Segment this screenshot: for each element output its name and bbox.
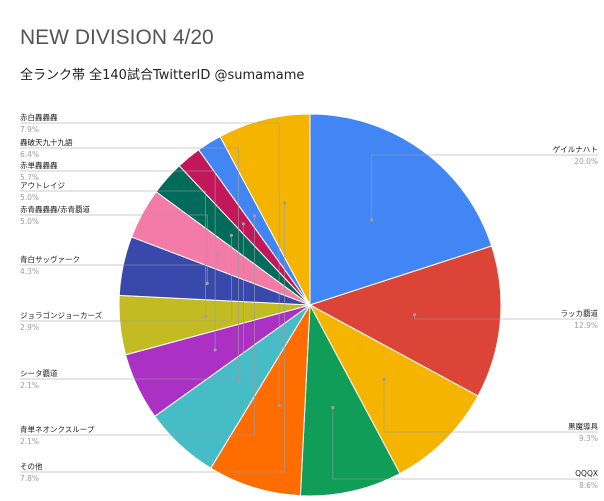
slice-percent-label: 6.4% bbox=[20, 150, 39, 159]
leader-dot bbox=[413, 313, 417, 317]
leader-dot bbox=[382, 377, 386, 382]
slice-percent-label: 9.3% bbox=[579, 434, 598, 443]
leader-dot bbox=[203, 314, 208, 318]
pie-slices bbox=[118, 113, 502, 497]
slice-label: 青白サッヴァーク bbox=[20, 254, 80, 264]
leader-line bbox=[20, 147, 239, 382]
slice-label: 青単ネオンクスループ bbox=[20, 424, 95, 434]
leader-dot bbox=[216, 253, 220, 257]
slice-label: ラッカ覇道 bbox=[561, 308, 599, 318]
pie-slice bbox=[308, 245, 502, 397]
slice-label: ジョラゴンジョーカーズ bbox=[20, 310, 103, 320]
slice-percent-label: 12.9% bbox=[574, 321, 598, 330]
leader-line bbox=[371, 154, 598, 220]
slice-percent-label: 7.8% bbox=[20, 474, 39, 483]
leader-dot bbox=[282, 201, 287, 205]
slice-percent-label: 20.0% bbox=[574, 157, 598, 166]
leader-dot bbox=[213, 348, 217, 352]
slice-label: 赤白轟轟轟 bbox=[20, 112, 58, 122]
leader-line bbox=[20, 215, 255, 436]
slice-percent-label: 4.3% bbox=[20, 267, 39, 276]
leader-line bbox=[20, 214, 208, 284]
slice-label: アウトレイジ bbox=[20, 181, 65, 190]
slice-label: 轟破天九十九語 bbox=[20, 137, 73, 147]
leader-line bbox=[20, 223, 244, 380]
leader-dot bbox=[237, 380, 241, 384]
leader-dot bbox=[370, 218, 374, 222]
slice-label: ゲイルナハト bbox=[553, 145, 598, 154]
leader-line bbox=[20, 235, 232, 322]
slice-label: シータ覇道 bbox=[20, 368, 58, 378]
slice-percent-label: 5.7% bbox=[20, 173, 39, 182]
leader-line bbox=[20, 203, 285, 473]
leader-dot bbox=[252, 214, 257, 218]
slice-percent-label: 2.1% bbox=[20, 381, 39, 390]
slice-percent-label: 5.0% bbox=[20, 217, 39, 226]
slice-percent-label: 8.6% bbox=[579, 481, 598, 490]
slice-label: QQQX bbox=[575, 469, 598, 478]
pie-slice bbox=[309, 113, 493, 306]
leader-line bbox=[332, 407, 598, 480]
chart-title: NEW DIVISION 4/20 bbox=[20, 26, 214, 49]
leader-line bbox=[20, 254, 219, 266]
pie-slice bbox=[210, 304, 311, 497]
leader-line bbox=[20, 170, 216, 350]
pie-slice bbox=[299, 303, 401, 497]
pie-slice bbox=[308, 303, 479, 475]
leader-line bbox=[383, 379, 598, 433]
leader-dot bbox=[241, 222, 245, 226]
slice-label: 赤単轟轟轟 bbox=[20, 160, 58, 170]
slice-percent-label: 2.9% bbox=[20, 323, 39, 332]
slice-percent-label: 5.0% bbox=[20, 193, 39, 202]
leader-line bbox=[20, 190, 206, 317]
chart-subtitle: 全ランク帯 全140試合TwitterID @sumamame bbox=[20, 68, 305, 83]
slice-percent-label: 7.9% bbox=[20, 125, 39, 134]
leader-dot bbox=[331, 405, 335, 410]
slice-label: 黒魔導具 bbox=[568, 421, 598, 431]
leader-dot bbox=[277, 403, 281, 407]
leader-dot bbox=[229, 233, 233, 237]
pie-slice bbox=[219, 113, 311, 306]
leader-dot bbox=[205, 281, 209, 285]
pie-labels: ゲイルナハト 20.0% ラッカ覇道 12.9% 黒魔導具 9.3% QQQX 8.6% 赤白轟… bbox=[20, 112, 598, 490]
slice-label: 赤青轟轟轟/赤青覇道 bbox=[20, 204, 91, 214]
leader-line bbox=[20, 122, 280, 406]
slice-percent-label: 2.1% bbox=[20, 437, 39, 446]
slice-label: その他 bbox=[20, 461, 43, 471]
